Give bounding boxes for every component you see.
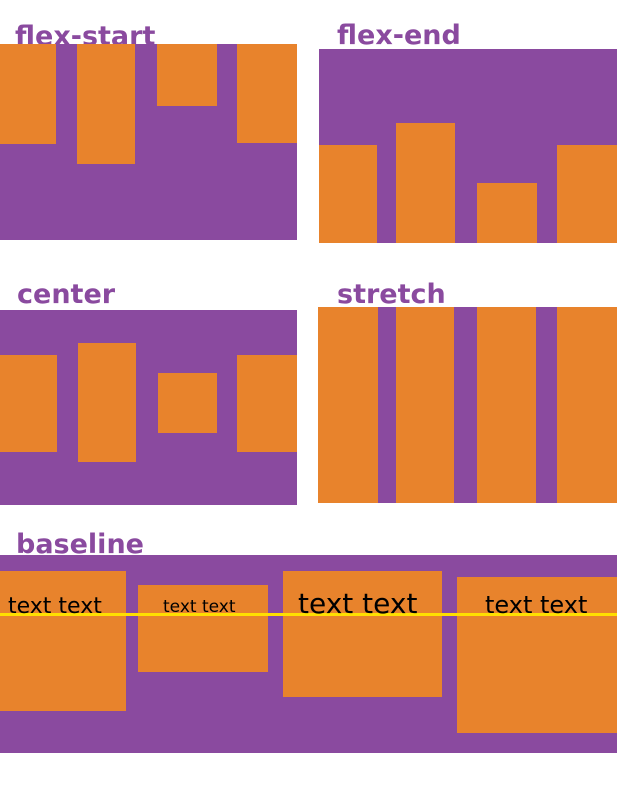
flex-item bbox=[78, 343, 136, 462]
flex-item: text text bbox=[457, 577, 617, 733]
flex-item bbox=[318, 307, 378, 503]
flex-item: text text bbox=[283, 571, 442, 697]
flex-item bbox=[319, 145, 377, 243]
flex-item bbox=[557, 307, 617, 503]
flex-item bbox=[0, 355, 57, 452]
baseline-guide-line bbox=[0, 613, 617, 616]
flex-item bbox=[477, 183, 537, 243]
flex-item bbox=[77, 44, 135, 164]
flex-item bbox=[396, 123, 455, 243]
panel-label-flex-end: flex-end bbox=[337, 20, 461, 51]
panel-label-center: center bbox=[17, 279, 116, 310]
item-text: text text bbox=[163, 597, 236, 617]
item-text: text text bbox=[298, 587, 418, 620]
flex-item bbox=[158, 373, 217, 433]
flex-item bbox=[157, 44, 217, 106]
flex-item bbox=[477, 307, 536, 503]
flex-item: text text bbox=[0, 571, 126, 711]
flex-item bbox=[557, 145, 617, 243]
panel-label-stretch: stretch bbox=[337, 279, 446, 310]
flex-item bbox=[396, 307, 454, 503]
flex-item bbox=[0, 44, 56, 144]
flex-item bbox=[237, 355, 297, 452]
panel-label-baseline: baseline bbox=[16, 529, 144, 560]
flex-item bbox=[237, 44, 297, 143]
item-text: text text bbox=[485, 591, 588, 619]
flex-item: text text bbox=[138, 585, 268, 672]
item-text: text text bbox=[8, 594, 102, 619]
